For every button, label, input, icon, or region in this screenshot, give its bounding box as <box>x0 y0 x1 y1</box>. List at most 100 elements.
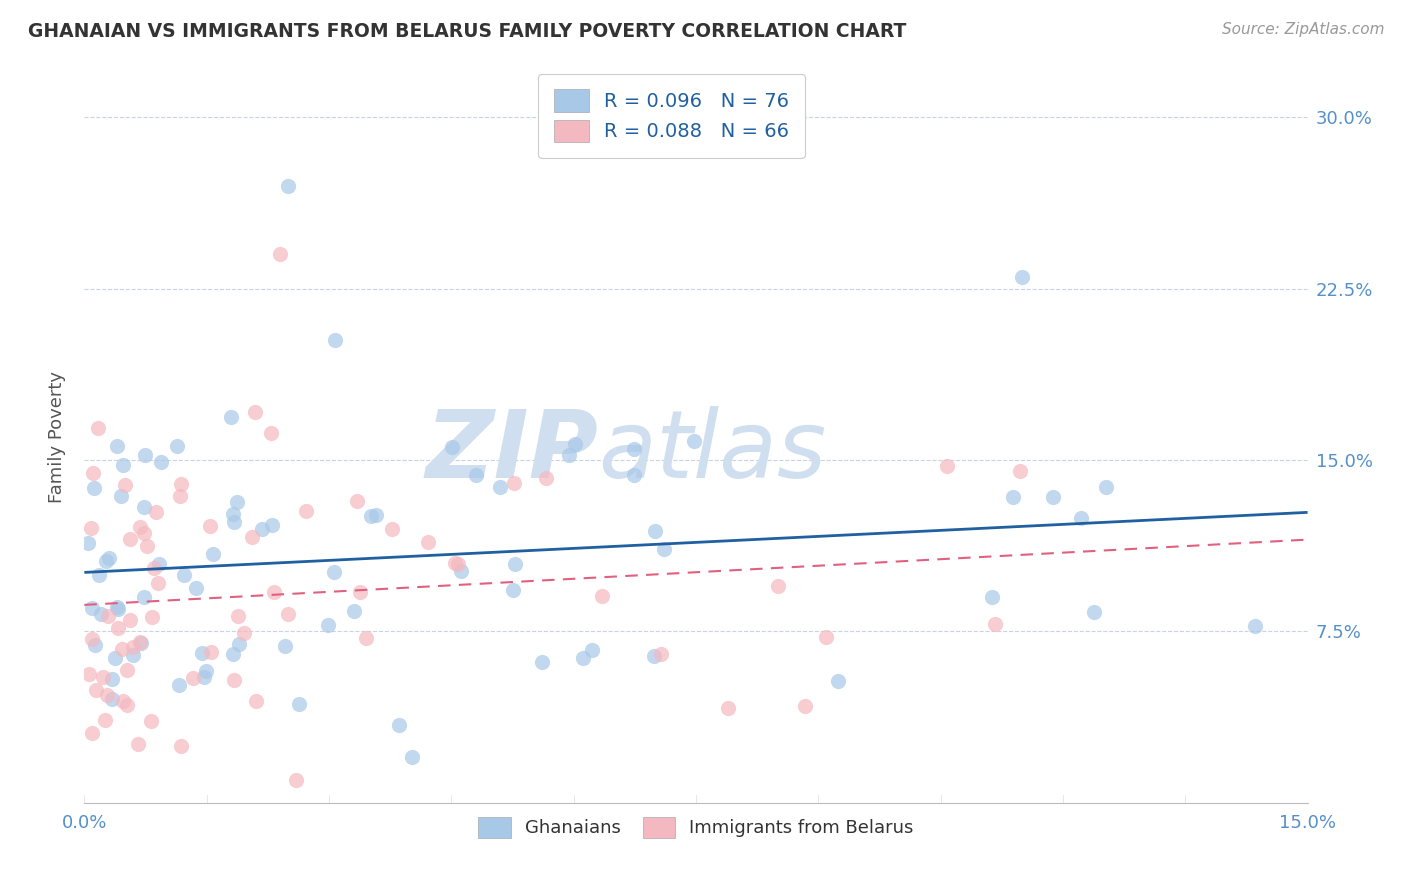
Point <box>416 535 439 549</box>
Point <box>222 507 245 521</box>
Point <box>132 525 155 540</box>
Point <box>77 666 100 681</box>
Point <box>269 247 291 261</box>
Text: GHANAIAN VS IMMIGRANTS FROM BELARUS FAMILY POVERTY CORRELATION CHART: GHANAIAN VS IMMIGRANTS FROM BELARUS FAMI… <box>28 22 907 41</box>
Text: Source: ZipAtlas.com: Source: ZipAtlas.com <box>1222 22 1385 37</box>
Y-axis label: Family Poverty: Family Poverty <box>48 371 66 503</box>
Point <box>76 536 98 550</box>
Point <box>262 517 284 532</box>
Point <box>364 508 387 523</box>
Point <box>112 694 135 708</box>
Point <box>505 557 527 571</box>
Point <box>93 713 115 727</box>
Point <box>121 640 143 655</box>
Point <box>316 618 339 632</box>
Point <box>101 672 124 686</box>
Point <box>167 678 190 692</box>
Point <box>91 670 114 684</box>
Point <box>464 468 486 483</box>
Point <box>129 520 152 534</box>
Point <box>591 589 613 603</box>
Legend: Ghanaians, Immigrants from Belarus: Ghanaians, Immigrants from Belarus <box>467 806 925 848</box>
Point <box>444 556 467 570</box>
Point <box>277 607 299 621</box>
Point <box>572 651 595 665</box>
Point <box>110 490 132 504</box>
Point <box>115 663 138 677</box>
Point <box>650 647 672 661</box>
Point <box>134 448 156 462</box>
Point <box>127 737 149 751</box>
Point <box>794 699 817 714</box>
Point <box>132 500 155 514</box>
Point <box>82 467 104 481</box>
Point <box>82 600 104 615</box>
Point <box>198 518 221 533</box>
Point <box>1095 480 1118 494</box>
Point <box>277 178 299 193</box>
Point <box>450 564 472 578</box>
Point <box>250 522 273 536</box>
Point <box>122 648 145 662</box>
Point <box>148 558 170 572</box>
Point <box>80 726 103 740</box>
Point <box>79 521 101 535</box>
Point <box>1042 490 1064 504</box>
Point <box>446 557 468 571</box>
Point <box>184 581 207 595</box>
Point <box>401 749 423 764</box>
Point <box>558 448 581 462</box>
Point <box>222 673 245 687</box>
Point <box>225 495 247 509</box>
Point <box>118 613 141 627</box>
Point <box>360 508 382 523</box>
Point <box>1083 605 1105 619</box>
Point <box>97 551 120 566</box>
Point <box>96 688 118 702</box>
Point <box>440 440 463 454</box>
Point <box>381 522 404 536</box>
Point <box>766 579 789 593</box>
Point <box>243 404 266 418</box>
Point <box>226 609 249 624</box>
Point <box>142 561 165 575</box>
Point <box>110 641 132 656</box>
Point <box>145 505 167 519</box>
Point <box>343 604 366 618</box>
Point <box>191 646 214 660</box>
Text: atlas: atlas <box>598 406 827 497</box>
Point <box>288 698 311 712</box>
Point <box>1001 490 1024 504</box>
Point <box>149 455 172 469</box>
Point <box>984 617 1007 632</box>
Point <box>388 718 411 732</box>
Point <box>120 532 142 546</box>
Point <box>354 632 377 646</box>
Point <box>233 625 256 640</box>
Point <box>84 682 107 697</box>
Point <box>295 504 318 518</box>
Point <box>346 494 368 508</box>
Point <box>1070 511 1092 525</box>
Point <box>323 565 346 579</box>
Point <box>200 644 222 658</box>
Point <box>219 410 242 425</box>
Point <box>349 584 371 599</box>
Point <box>285 772 308 787</box>
Point <box>717 701 740 715</box>
Point <box>107 602 129 616</box>
Point <box>682 434 704 449</box>
Point <box>623 442 645 457</box>
Point <box>652 542 675 557</box>
Point <box>107 621 129 635</box>
Point <box>169 489 191 503</box>
Point <box>105 599 128 614</box>
Text: ZIP: ZIP <box>425 406 598 498</box>
Point <box>87 421 110 435</box>
Point <box>141 609 163 624</box>
Point <box>623 467 645 482</box>
Point <box>581 643 603 657</box>
Point <box>107 439 129 453</box>
Point <box>90 607 112 621</box>
Point <box>935 458 957 473</box>
